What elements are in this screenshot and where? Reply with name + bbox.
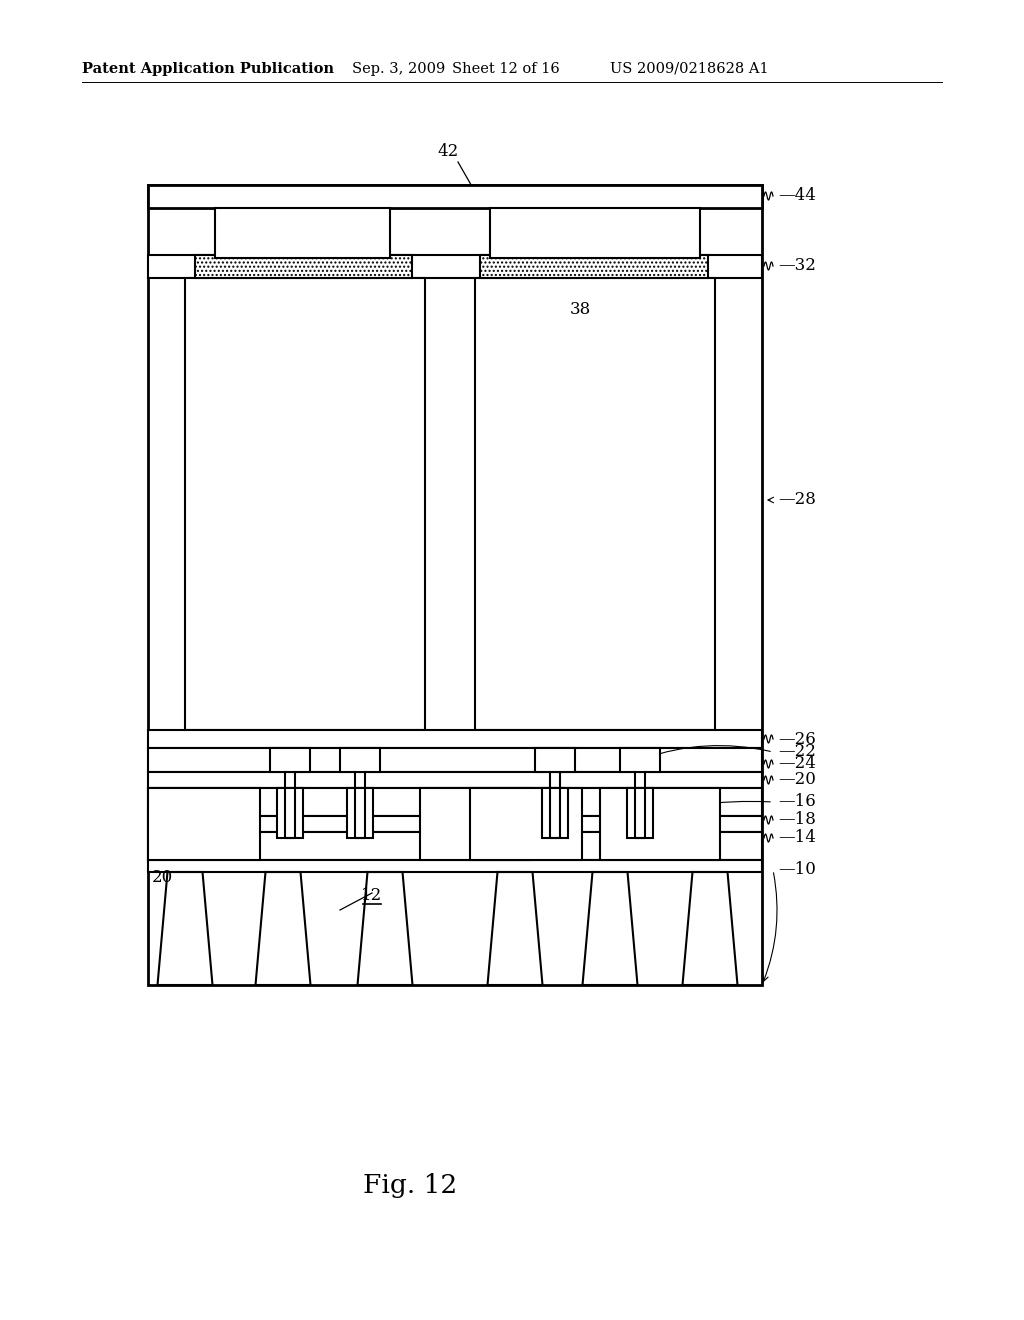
Text: —32: —32	[778, 257, 816, 275]
Text: —18: —18	[778, 812, 816, 829]
Bar	[148, 788, 762, 816]
Text: US 2009/0218628 A1: US 2009/0218628 A1	[610, 62, 769, 77]
Bar	[148, 255, 762, 279]
Text: 12: 12	[361, 887, 383, 903]
Text: —24: —24	[778, 755, 816, 772]
Bar	[148, 816, 762, 832]
Bar	[148, 748, 762, 772]
Bar	[340, 748, 380, 772]
Bar	[542, 788, 568, 838]
Bar	[347, 788, 373, 838]
Bar	[148, 788, 260, 861]
Bar	[480, 255, 708, 279]
Bar	[627, 788, 653, 838]
Text: —28: —28	[778, 491, 816, 508]
Text: —26: —26	[778, 730, 816, 747]
Bar	[270, 748, 310, 772]
Bar	[148, 185, 762, 985]
Bar	[535, 748, 575, 772]
Text: —16: —16	[778, 793, 816, 810]
Text: —14: —14	[778, 829, 816, 846]
Text: —44: —44	[778, 187, 816, 205]
Text: Sheet 12 of 16: Sheet 12 of 16	[452, 62, 560, 77]
Text: —10: —10	[778, 862, 816, 879]
Text: Sep. 3, 2009: Sep. 3, 2009	[352, 62, 445, 77]
Bar	[420, 788, 530, 861]
Bar	[278, 788, 303, 838]
Text: 42: 42	[437, 144, 459, 161]
Text: Patent Application Publication: Patent Application Publication	[82, 62, 334, 77]
Bar	[148, 861, 762, 873]
Text: —22: —22	[778, 743, 816, 760]
Bar	[195, 255, 412, 279]
Text: Fig. 12: Fig. 12	[362, 1172, 457, 1197]
Bar	[185, 279, 425, 730]
Text: 20: 20	[152, 870, 173, 887]
Bar	[148, 832, 762, 861]
Bar	[620, 748, 660, 772]
Bar	[600, 788, 720, 861]
Text: —20: —20	[778, 771, 816, 788]
Bar	[475, 279, 715, 730]
Bar	[148, 185, 762, 209]
Bar	[490, 209, 700, 257]
Bar	[148, 772, 762, 788]
Bar	[148, 730, 762, 748]
Text: 38: 38	[569, 301, 591, 318]
Bar	[215, 209, 390, 257]
Bar	[470, 788, 582, 861]
